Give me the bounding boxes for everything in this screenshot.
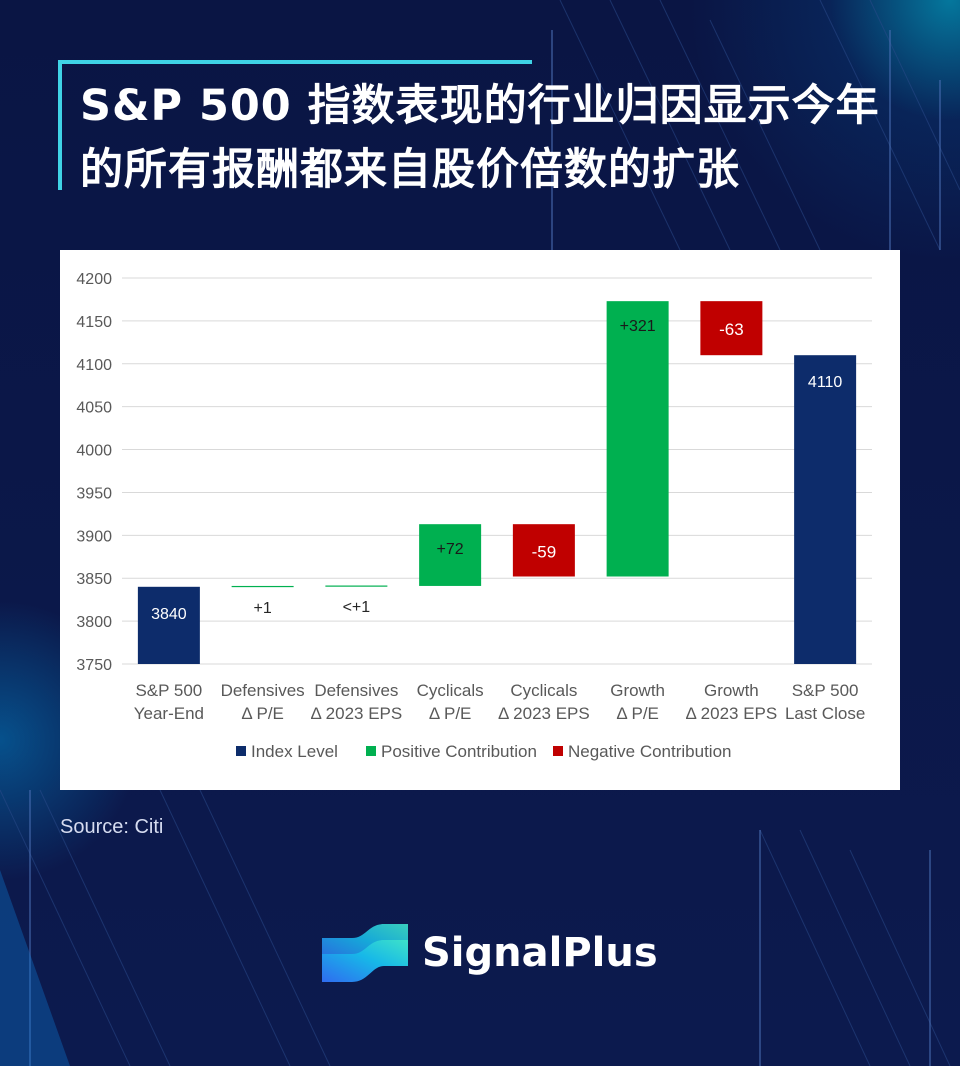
x-tick-label: Δ P/E: [241, 704, 284, 723]
y-tick-label: 4050: [76, 400, 112, 417]
x-tick-label: Cyclicals: [417, 681, 484, 700]
bar-negative: [512, 524, 575, 577]
x-tick-label: S&P 500: [135, 681, 202, 700]
legend-label: Negative Contribution: [568, 742, 731, 761]
x-tick-label: S&P 500: [792, 681, 859, 700]
legend-swatch-negative: [553, 746, 563, 756]
y-tick-label: 3850: [76, 571, 112, 588]
x-tick-label: Growth: [704, 681, 759, 700]
legend-label: Index Level: [251, 742, 338, 761]
x-tick-label: Growth: [610, 681, 665, 700]
legend-swatch-index: [236, 746, 246, 756]
brand-logo: SignalPlus: [322, 920, 658, 986]
x-tick-label: Δ P/E: [616, 704, 659, 723]
x-tick-label: Year-End: [134, 704, 204, 723]
data-label: 3840: [151, 606, 187, 623]
waterfall-chart: 3750 3800 3850 3900 3950 4000 4050 4100 4150 4200…: [76, 271, 872, 761]
y-tick-label: 4200: [76, 271, 112, 288]
y-tick-label: 4000: [76, 443, 112, 460]
data-label: +72: [437, 541, 464, 558]
page-title: S&P 500 指数表现的行业归因显示今年的所有报酬都来自股价倍数的扩张: [80, 81, 880, 195]
x-tick-label: Defensives: [221, 681, 305, 700]
data-label: -63: [719, 320, 744, 339]
title-frame: [58, 60, 532, 190]
source-note: Source: Citi: [60, 816, 164, 838]
x-tick-label: Cyclicals: [510, 681, 577, 700]
bar-positive: [419, 524, 482, 586]
y-tick-label: 4150: [76, 314, 112, 331]
y-tick-label: 3900: [76, 528, 112, 545]
bar-negative: [700, 301, 763, 356]
x-tick-label: Defensives: [314, 681, 398, 700]
signalplus-logo-icon: [322, 924, 408, 982]
x-tick-label: Δ P/E: [429, 704, 472, 723]
x-tick-label: Δ 2023 EPS: [498, 704, 590, 723]
y-tick-label: 3800: [76, 614, 112, 631]
bar-index: [794, 355, 857, 664]
y-tick-label: 3750: [76, 657, 112, 674]
brand-name: SignalPlus: [422, 930, 658, 976]
bar-positive: [231, 585, 294, 588]
bar-index: [137, 586, 200, 664]
data-label: -59: [532, 542, 557, 561]
data-label: <+1: [343, 599, 371, 616]
x-tick-label: Δ 2023 EPS: [686, 704, 778, 723]
data-label: +321: [620, 318, 656, 335]
x-tick-label: Δ 2023 EPS: [311, 704, 403, 723]
bar-positive: [325, 585, 388, 587]
y-tick-label: 4100: [76, 357, 112, 374]
data-label: +1: [254, 600, 272, 617]
bar-positive: [606, 301, 669, 577]
legend-swatch-positive: [366, 746, 376, 756]
legend-label: Positive Contribution: [381, 742, 537, 761]
chart-card: 3750 3800 3850 3900 3950 4000 4050 4100 4150 4200…: [60, 250, 900, 790]
data-label: 4110: [808, 374, 843, 391]
y-tick-label: 3950: [76, 485, 112, 502]
x-tick-label: Last Close: [785, 704, 865, 723]
